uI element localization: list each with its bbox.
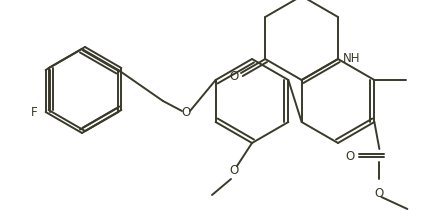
Text: O: O	[375, 187, 384, 200]
Text: O: O	[230, 71, 239, 83]
Text: NH: NH	[343, 53, 361, 65]
Text: O: O	[230, 164, 238, 178]
Text: F: F	[31, 106, 38, 118]
Text: O: O	[345, 150, 354, 164]
Text: O: O	[182, 106, 190, 120]
